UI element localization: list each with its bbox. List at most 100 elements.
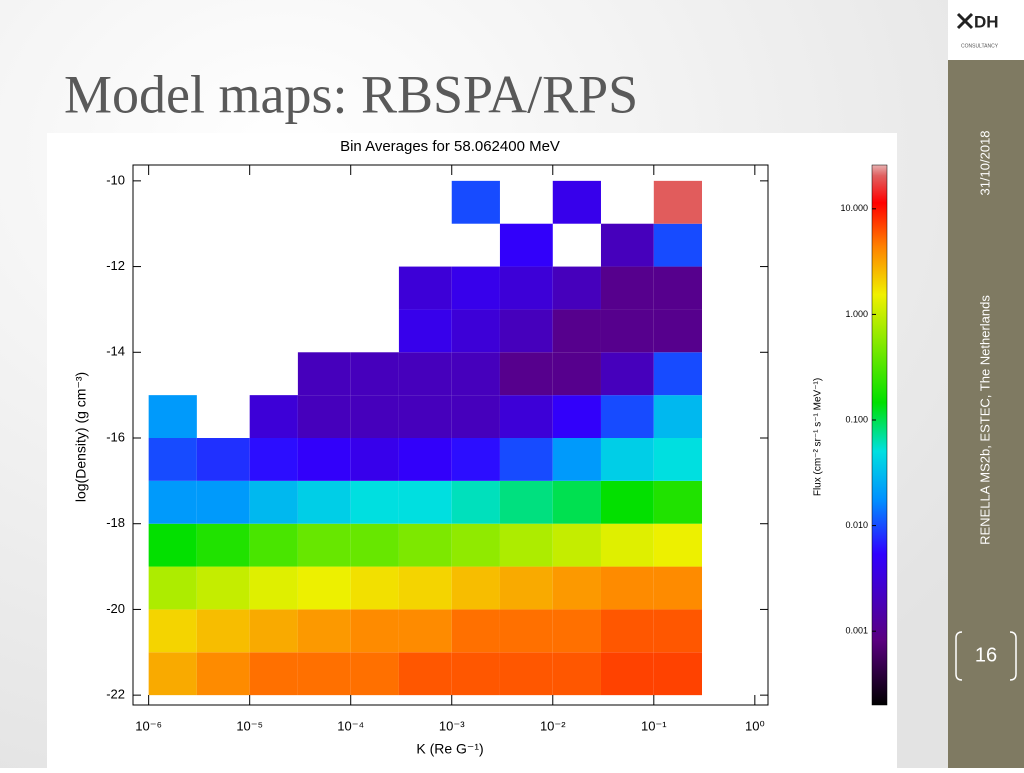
heat-cell [398,266,452,310]
heat-cell [499,480,553,524]
heat-cell [350,609,399,653]
heat-cell [297,480,351,524]
heat-cell [350,395,399,438]
heat-cell [196,438,250,481]
y-tick-label: -12 [106,258,125,273]
heat-cell [297,438,351,481]
heat-cell [398,652,452,696]
heat-cell [297,652,351,696]
y-tick-label: -10 [106,172,125,187]
heat-cell [249,438,298,481]
heat-cell [148,652,197,696]
y-axis-label: log(Density) (g cm⁻³) [73,372,89,502]
heat-cell [499,395,553,438]
heat-cell [552,652,601,696]
heat-cell [653,309,703,353]
heat-cell [552,309,601,353]
heat-cell [499,438,553,481]
heat-cell [148,523,197,567]
heat-cell [600,352,654,396]
heat-cell [653,395,703,438]
heat-cell [451,352,500,396]
heat-cell [398,438,452,481]
heat-cell [552,438,601,481]
heat-cell [600,223,654,267]
heat-cell [499,652,553,696]
heat-cell [350,523,399,567]
heat-cell [196,566,250,610]
heat-cell [653,352,703,396]
heat-cell [249,523,298,567]
slide-title: Model maps: RBSPA/RPS [64,64,638,124]
heat-cell [196,480,250,524]
heat-cell [600,652,654,696]
y-tick-label: -16 [106,429,125,444]
heat-cell [249,566,298,610]
heat-cell [398,395,452,438]
heat-cell [297,523,351,567]
heat-cell [600,266,654,310]
colorbar [871,164,888,706]
logo-sub: CONSULTANCY [961,43,999,49]
heat-cell [249,609,298,653]
event: RENELLA MS2b, ESTEC, The Netherlands [977,295,992,545]
logo-mark: DH [974,12,999,31]
heat-cell [350,352,399,396]
colorbar-label: Flux (cm⁻² sr⁻¹ s⁻¹ MeV⁻¹) [813,378,824,496]
heat-cell [249,480,298,524]
x-tick-label: 10⁻³ [439,718,465,733]
date: 31/10/2018 [977,130,992,195]
heat-cell [600,480,654,524]
page-number: 16 [975,644,997,666]
y-tick-label: -18 [106,515,125,530]
heat-cell [196,523,250,567]
heat-cell [552,609,601,653]
heat-cell [499,223,553,267]
heat-cell [398,566,452,610]
heat-cell [552,352,601,396]
heat-cell [600,395,654,438]
heat-cell [499,609,553,653]
x-axis-label: K (Re G⁻¹) [416,741,483,757]
x-tick-label: 10⁻¹ [641,718,667,733]
y-tick-label: -22 [106,687,125,702]
x-tick-label: 10⁻² [540,718,566,733]
heat-cell [552,395,601,438]
heat-cell [350,566,399,610]
heat-cell [499,309,553,353]
heat-cell [653,609,703,653]
chart-title: Bin Averages for 58.062400 MeV [340,138,560,155]
heat-cell [196,652,250,696]
x-tick-label: 10⁻⁶ [135,718,162,733]
y-tick-label: -14 [106,344,125,359]
y-tick-label: -20 [106,601,125,616]
heat-cell [196,609,250,653]
colorbar-tick-label: 0.001 [845,626,868,636]
heat-cell [451,395,500,438]
heat-cell [451,652,500,696]
x-tick-label: 10⁰ [745,718,765,733]
heat-cell [552,523,601,567]
heat-cell [451,609,500,653]
heat-cell [297,609,351,653]
heat-cell [600,309,654,353]
heat-cell [499,266,553,310]
heat-cell [653,523,703,567]
colorbar-tick-label: 0.010 [845,520,868,530]
heat-cell [600,523,654,567]
heat-cell [249,652,298,696]
sidebar [948,0,1024,768]
x-tick-label: 10⁻⁵ [236,718,263,733]
heat-cell [653,223,703,267]
colorbar-tick-label: 1.000 [845,309,868,319]
heat-cell [350,652,399,696]
heat-cell [552,480,601,524]
heat-cell [451,266,500,310]
heat-cell [600,566,654,610]
heat-cell [297,352,351,396]
plot-frame [132,164,769,706]
heat-cell [148,438,197,481]
heat-cell [148,609,197,653]
heat-cell [451,309,500,353]
